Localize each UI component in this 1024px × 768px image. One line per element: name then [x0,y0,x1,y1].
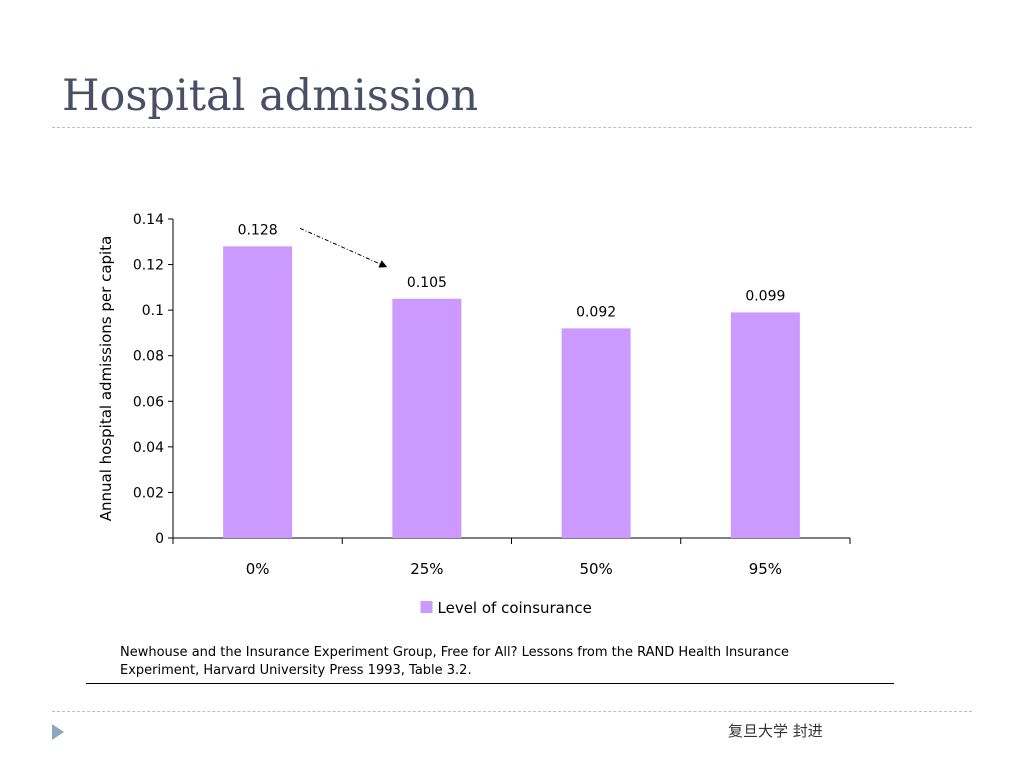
x-tick-label: 50% [579,560,612,578]
bar [223,246,293,539]
legend-label: Level of coinsurance [438,599,592,617]
bar [561,328,631,538]
y-tick-label: 0.08 [133,349,164,365]
footer-text: 复旦大学 封进 [728,722,823,740]
citation-line-1: Newhouse and the Insurance Experiment Gr… [120,645,789,660]
legend-swatch [420,601,433,613]
citation-underline [86,683,894,684]
bar-chart: 0 0.02 0.04 0.06 0.08 0.1 0.12 0.14 0.128 0% 0.105… [97,212,851,617]
y-tick-label: 0.12 [133,258,164,274]
y-tick-label: 0.02 [133,485,164,501]
data-label: 0.099 [745,288,785,304]
x-tick-label: 25% [410,560,443,578]
y-tick-label: 0 [155,531,164,547]
citation-line-2: Experiment, Harvard University Press 199… [120,663,472,678]
y-tick-label: 0.06 [133,394,164,410]
annotation-arrow [299,227,388,268]
play-triangle-icon[interactable] [52,724,64,740]
y-axis-title: Annual hospital admissions per capita [97,236,115,522]
slide-title: Hospital admission [62,71,479,121]
bar [730,312,800,538]
data-label: 0.105 [407,275,447,291]
data-label: 0.092 [576,304,616,320]
bar [392,298,462,538]
x-tick-label: 95% [749,560,782,578]
title-divider [52,127,972,128]
y-tick-label: 0.04 [133,440,164,456]
y-tick-label: 0.14 [133,212,164,228]
y-tick-label: 0.1 [142,303,164,319]
x-tick-label: 0% [246,560,270,578]
citation: Newhouse and the Insurance Experiment Gr… [120,644,900,680]
data-label: 0.128 [238,222,278,238]
footer-divider [52,711,972,712]
